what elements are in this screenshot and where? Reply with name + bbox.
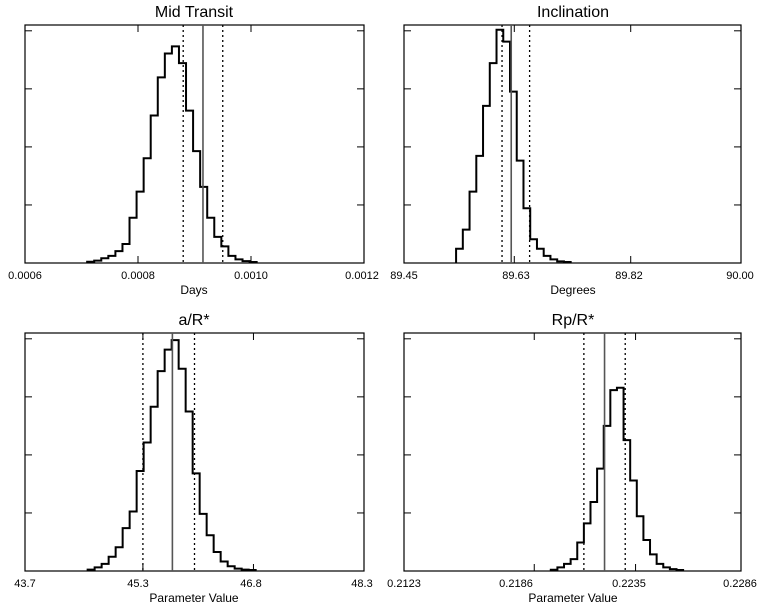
x-axis-label: Days: [180, 283, 207, 297]
panel-title: Rp/R*: [552, 312, 595, 329]
plot-frame: [403, 24, 742, 264]
x-tick-label: 90.00: [726, 270, 754, 282]
histogram-bin: [137, 471, 144, 571]
x-tick-label: 89.82: [615, 270, 643, 282]
panel-rp-over-r: Rp/R* 0.2123 0.2186 0.2235 0.2286 Parame…: [387, 312, 757, 605]
panel-title: Inclination: [537, 4, 609, 21]
histogram-bin: [186, 111, 193, 263]
panel-mid-transit: Mid Transit 0.0006 0.0008 0.0010 0.0012 …: [8, 4, 379, 297]
histogram-bin: [122, 244, 129, 263]
histogram-bin: [483, 106, 490, 263]
histogram-outline: [86, 45, 258, 264]
histogram-bin: [144, 442, 151, 571]
x-axis-label: Degrees: [550, 283, 595, 297]
histogram-bin: [158, 371, 165, 571]
histogram-bin: [214, 237, 221, 263]
histogram-bin: [151, 115, 158, 263]
histogram-bin: [172, 46, 179, 263]
x-tick-label: 45.3: [127, 578, 148, 590]
x-axis-label: Parameter Value: [149, 591, 238, 605]
histogram-bin: [456, 249, 463, 263]
x-tick-label: 89.45: [390, 270, 418, 282]
histogram-bin: [207, 535, 214, 571]
histogram-bin: [108, 256, 115, 263]
histogram-bin: [537, 249, 544, 263]
histogram-bin: [179, 369, 186, 571]
histogram-bin: [193, 473, 200, 571]
plot-frame: [24, 24, 365, 264]
plot-frame: [403, 332, 742, 572]
histogram-bin: [116, 547, 123, 571]
x-tick-label: 43.7: [14, 578, 35, 590]
histogram-bin: [186, 412, 193, 571]
x-tick-label: 0.2286: [723, 578, 757, 590]
histogram-bin: [463, 230, 470, 263]
histogram-bin: [544, 256, 551, 263]
x-tick-label: 89.63: [502, 270, 530, 282]
histogram-bin: [158, 77, 165, 263]
x-tick-label: 46.8: [240, 578, 261, 590]
panel-title: Mid Transit: [155, 4, 234, 21]
histogram-bin: [123, 528, 130, 571]
histogram-bin: [115, 251, 122, 263]
x-tick-label: 48.3: [351, 578, 372, 590]
histogram-bin: [165, 54, 172, 263]
x-tick-label: 0.0006: [8, 270, 42, 282]
histogram-bin: [102, 564, 109, 571]
histogram-bin: [470, 192, 477, 263]
histogram-bin: [109, 557, 116, 571]
x-tick-label: 0.2186: [499, 578, 533, 590]
x-tick-label: 0.0010: [234, 270, 268, 282]
histogram-bin: [490, 63, 497, 263]
histogram-bin: [476, 156, 483, 263]
x-tick-label: 0.2235: [612, 578, 646, 590]
histogram-bin: [144, 158, 151, 263]
histogram-bin: [228, 256, 235, 263]
histogram-bin: [179, 63, 186, 263]
histogram-bin: [200, 514, 207, 571]
histogram-bin: [517, 161, 524, 263]
histogram-bin: [130, 512, 137, 572]
x-tick-label: 0.0012: [345, 270, 379, 282]
x-tick-label: 0.2123: [387, 578, 421, 590]
histogram-outline: [549, 386, 685, 572]
histogram-bin: [165, 350, 172, 571]
histogram-bin: [207, 218, 214, 263]
histogram-bin: [130, 218, 137, 263]
histogram-outline: [455, 28, 572, 264]
histogram-bin: [221, 561, 228, 571]
panel-inclination: Inclination 89.45 89.63 89.82 90.00 Degr…: [390, 4, 754, 297]
x-axis-label: Parameter Value: [528, 591, 617, 605]
histogram-bin: [137, 192, 144, 263]
x-tick-label: 0.0008: [121, 270, 155, 282]
histogram-bin: [214, 552, 221, 571]
histogram-bin: [193, 151, 200, 263]
histogram-bin: [530, 239, 537, 263]
histogram-bin: [151, 407, 158, 571]
panel-a-over-r: a/R* 43.7 45.3 46.8 48.3 Parameter Value: [14, 312, 372, 605]
histogram-bin: [503, 42, 510, 263]
panel-title: a/R*: [178, 312, 209, 329]
